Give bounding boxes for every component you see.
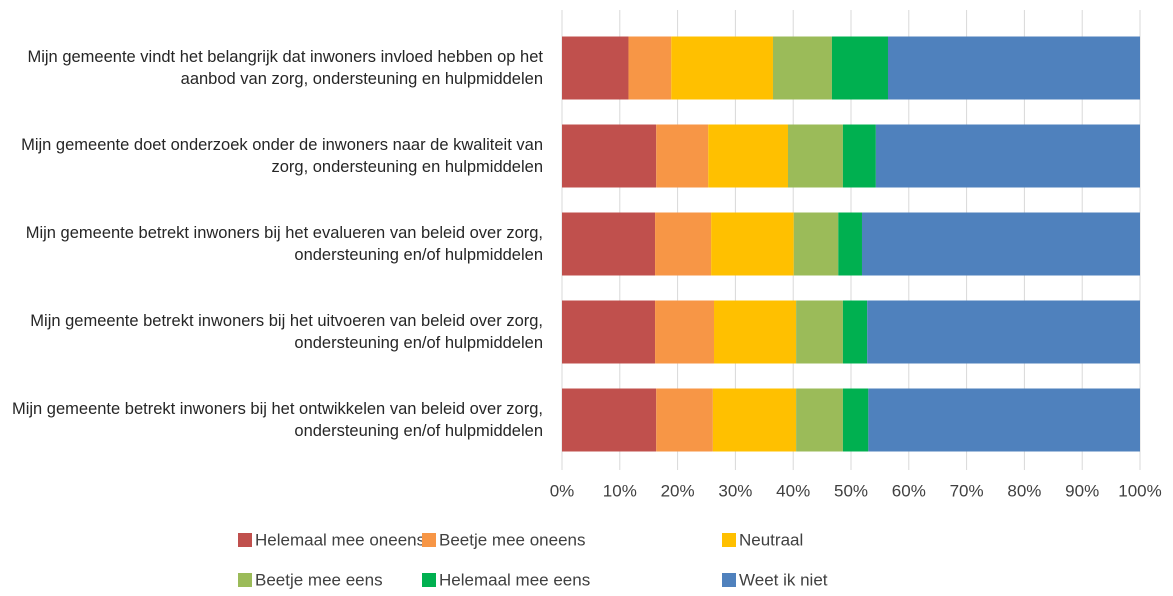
legend-label: Neutraal (739, 530, 803, 549)
x-tick-label: 10% (603, 481, 637, 500)
bar-segment (887, 36, 1140, 100)
bar-segment (867, 300, 1140, 364)
bar-segment (772, 36, 832, 100)
x-tick-label: 40% (776, 481, 810, 500)
bar-segment (655, 300, 715, 364)
bar-segment (842, 388, 869, 452)
legend-label: Beetje mee eens (255, 570, 383, 589)
x-tick-label: 90% (1065, 481, 1099, 500)
legend-swatch (238, 533, 252, 547)
legend-swatch (238, 573, 252, 587)
bar-segment (562, 388, 657, 452)
bar-segment (562, 36, 629, 100)
x-tick-label: 0% (550, 481, 575, 500)
category-label: Mijn gemeente betrekt inwoners bij het o… (11, 400, 543, 440)
x-tick-label: 50% (834, 481, 868, 500)
legend-label: Helemaal mee oneens (255, 530, 425, 549)
legend-label: Weet ik niet (739, 570, 828, 589)
legend-swatch (422, 533, 436, 547)
bar-segment (796, 300, 843, 364)
x-tick-label: 100% (1118, 481, 1161, 500)
x-tick-label: 20% (661, 481, 695, 500)
legend-label: Helemaal mee eens (439, 570, 590, 589)
bar-segment (787, 124, 843, 188)
bar-segment (562, 212, 656, 276)
x-tick-label: 80% (1007, 481, 1041, 500)
x-tick-label: 30% (718, 481, 752, 500)
category-label: Mijn gemeente betrekt inwoners bij het u… (30, 312, 543, 352)
bar-segment (562, 300, 656, 364)
legend-swatch (722, 533, 736, 547)
bar-segment (656, 388, 713, 452)
bar-segment (793, 212, 839, 276)
x-tick-label: 60% (892, 481, 926, 500)
bar-segment (712, 388, 797, 452)
bar-segment (838, 212, 862, 276)
bar-segment (656, 124, 709, 188)
bar-segment (708, 124, 788, 188)
bar-segment (562, 124, 657, 188)
bar-segment (861, 212, 1140, 276)
bar-segment (628, 36, 672, 100)
bar-segment (831, 36, 888, 100)
bar-segment (842, 300, 868, 364)
bar-segment (796, 388, 843, 452)
bar-segment (875, 124, 1140, 188)
legend-swatch (422, 573, 436, 587)
category-label: Mijn gemeente vindt het belangrijk dat i… (27, 48, 543, 88)
bar-segment (868, 388, 1140, 452)
category-label: Mijn gemeente doet onderzoek onder de in… (21, 136, 543, 176)
bar-segment (671, 36, 773, 100)
bar-segment (711, 212, 794, 276)
legend-swatch (722, 573, 736, 587)
bar-segment (714, 300, 797, 364)
x-tick-label: 70% (950, 481, 984, 500)
bar-segment (655, 212, 712, 276)
category-label: Mijn gemeente betrekt inwoners bij het e… (25, 224, 543, 264)
bar-segment (842, 124, 876, 188)
legend-label: Beetje mee oneens (439, 530, 586, 549)
